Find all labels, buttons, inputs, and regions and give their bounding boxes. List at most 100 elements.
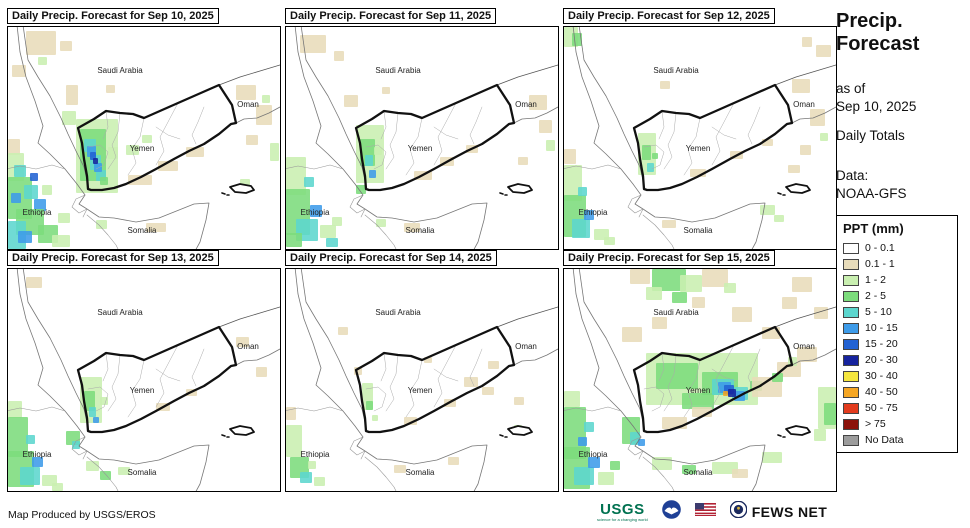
country-label-saudi_arabia: Saudi Arabia bbox=[375, 66, 421, 75]
forecast-panel: Daily Precip. Forecast for Sep 13, 2025 S… bbox=[7, 248, 285, 492]
forecast-panel: Daily Precip. Forecast for Sep 14, 2025 S… bbox=[285, 248, 563, 492]
us-flag-icon bbox=[694, 502, 716, 521]
legend-swatch bbox=[843, 418, 859, 430]
forecast-panel: Daily Precip. Forecast for Sep 11, 2025 S… bbox=[285, 6, 563, 250]
panels-grid: Daily Precip. Forecast for Sep 10, 2025 S… bbox=[7, 6, 841, 492]
country-label-ethiopia: Ethiopia bbox=[23, 208, 52, 217]
country-label-yemen: Yemen bbox=[686, 386, 711, 395]
map-frame: Saudi Arabia Oman Yemen Ethiopia Somalia bbox=[563, 268, 837, 492]
legend-label: 5 - 10 bbox=[865, 306, 892, 319]
legend-items: 0 - 0.1 0.1 - 1 1 - 2 2 - 5 5 - 10 10 - 15 15 … bbox=[843, 240, 951, 448]
country-label-somalia: Somalia bbox=[684, 226, 713, 235]
panel-title: Daily Precip. Forecast for Sep 14, 2025 bbox=[285, 250, 497, 266]
country-label-yemen: Yemen bbox=[408, 386, 433, 395]
legend-swatch bbox=[843, 434, 859, 446]
data-source-value: NOAA-GFS bbox=[836, 185, 907, 201]
footer-logos: USGS science for a changing world bbox=[597, 500, 828, 524]
fewsnet-logo: FEWS NET bbox=[729, 500, 828, 523]
country-label-ethiopia: Ethiopia bbox=[579, 450, 608, 459]
country-label-ethiopia: Ethiopia bbox=[579, 208, 608, 217]
country-label-oman: Oman bbox=[793, 342, 815, 351]
forecast-panel: Daily Precip. Forecast for Sep 15, 2025 S… bbox=[563, 248, 841, 492]
data-source-block: Data: NOAA-GFS bbox=[836, 167, 966, 202]
country-label-saudi_arabia: Saudi Arabia bbox=[97, 66, 143, 75]
fewsnet-logo-text: FEWS NET bbox=[751, 504, 828, 520]
legend-label: 30 - 40 bbox=[865, 370, 898, 383]
country-label-saudi_arabia: Saudi Arabia bbox=[97, 308, 143, 317]
legend-title: PPT (mm) bbox=[843, 221, 904, 237]
sidebar: Precip. Forecast as of Sep 10, 2025 Dail… bbox=[836, 10, 966, 454]
legend: PPT (mm) 0 - 0.1 0.1 - 1 1 - 2 2 - 5 5 - 10 1… bbox=[836, 215, 958, 454]
legend-row: 1 - 2 bbox=[843, 272, 951, 288]
country-label-ethiopia: Ethiopia bbox=[301, 450, 330, 459]
country-label-ethiopia: Ethiopia bbox=[301, 208, 330, 217]
legend-label: 0 - 0.1 bbox=[865, 242, 895, 255]
country-label-oman: Oman bbox=[237, 342, 259, 351]
country-label-ethiopia: Ethiopia bbox=[23, 450, 52, 459]
legend-row: 0.1 - 1 bbox=[843, 256, 951, 272]
map-frame: Saudi Arabia Oman Yemen Ethiopia Somalia bbox=[563, 26, 837, 250]
as-of-label: as of bbox=[836, 81, 866, 96]
data-source-label: Data: bbox=[836, 168, 869, 184]
legend-label: 1 - 2 bbox=[865, 274, 887, 287]
legend-swatch bbox=[843, 354, 859, 366]
forecast-panel: Daily Precip. Forecast for Sep 12, 2025 S… bbox=[563, 6, 841, 250]
map-frame: Saudi Arabia Oman Yemen Ethiopia Somalia bbox=[7, 268, 281, 492]
legend-row: 20 - 30 bbox=[843, 352, 951, 368]
map-frame: Saudi Arabia Oman Yemen Ethiopia Somalia bbox=[7, 26, 281, 250]
forecast-map: Saudi Arabia Oman Yemen Ethiopia Somalia bbox=[286, 269, 558, 491]
country-label-somalia: Somalia bbox=[128, 226, 157, 235]
legend-swatch bbox=[843, 386, 859, 398]
forecast-panel: Daily Precip. Forecast for Sep 10, 2025 S… bbox=[7, 6, 285, 250]
map-frame: Saudi Arabia Oman Yemen Ethiopia Somalia bbox=[285, 268, 559, 492]
legend-row: 40 - 50 bbox=[843, 384, 951, 400]
map-credit: Map Produced by USGS/EROS bbox=[8, 509, 156, 521]
legend-row: 30 - 40 bbox=[843, 368, 951, 384]
legend-row: 0 - 0.1 bbox=[843, 240, 951, 256]
legend-row: No Data bbox=[843, 432, 951, 448]
forecast-map: Saudi Arabia Oman Yemen Ethiopia Somalia bbox=[564, 27, 836, 249]
legend-swatch bbox=[843, 274, 859, 286]
country-label-yemen: Yemen bbox=[130, 144, 155, 153]
legend-label: 20 - 30 bbox=[865, 354, 898, 367]
legend-row: 15 - 20 bbox=[843, 336, 951, 352]
country-label-yemen: Yemen bbox=[686, 144, 711, 153]
legend-swatch bbox=[843, 290, 859, 302]
country-label-saudi_arabia: Saudi Arabia bbox=[375, 308, 421, 317]
usgs-logo-tagline: science for a changing world bbox=[597, 517, 648, 522]
panel-title: Daily Precip. Forecast for Sep 13, 2025 bbox=[7, 250, 219, 266]
panel-title: Daily Precip. Forecast for Sep 11, 2025 bbox=[285, 8, 497, 24]
as-of-block: as of Sep 10, 2025 bbox=[836, 80, 966, 115]
legend-row: 10 - 15 bbox=[843, 320, 951, 336]
forecast-map: Saudi Arabia Oman Yemen Ethiopia Somalia bbox=[8, 27, 280, 249]
legend-swatch bbox=[843, 338, 859, 350]
legend-row: 5 - 10 bbox=[843, 304, 951, 320]
legend-label: 40 - 50 bbox=[865, 386, 898, 399]
country-label-somalia: Somalia bbox=[406, 468, 435, 477]
legend-label: 15 - 20 bbox=[865, 338, 898, 351]
legend-row: 2 - 5 bbox=[843, 288, 951, 304]
panel-title: Daily Precip. Forecast for Sep 15, 2025 bbox=[563, 250, 775, 266]
forecast-map: Saudi Arabia Oman Yemen Ethiopia Somalia bbox=[286, 27, 558, 249]
forecast-map: Saudi Arabia Oman Yemen Ethiopia Somalia bbox=[8, 269, 280, 491]
legend-label: 50 - 75 bbox=[865, 402, 898, 415]
daily-totals-label: Daily Totals bbox=[836, 128, 905, 144]
noaa-logo-icon bbox=[661, 500, 681, 524]
country-label-somalia: Somalia bbox=[684, 468, 713, 477]
country-label-oman: Oman bbox=[515, 100, 537, 109]
country-label-oman: Oman bbox=[237, 100, 259, 109]
legend-swatch bbox=[843, 370, 859, 382]
legend-swatch bbox=[843, 402, 859, 414]
usgs-logo-text: USGS bbox=[600, 501, 645, 518]
legend-row: > 75 bbox=[843, 416, 951, 432]
forecast-map: Saudi Arabia Oman Yemen Ethiopia Somalia bbox=[564, 269, 836, 491]
product-title: Precip. Forecast bbox=[836, 10, 966, 56]
country-label-yemen: Yemen bbox=[130, 386, 155, 395]
country-label-yemen: Yemen bbox=[408, 144, 433, 153]
legend-swatch bbox=[843, 258, 859, 270]
country-label-somalia: Somalia bbox=[406, 226, 435, 235]
legend-label: No Data bbox=[865, 434, 904, 447]
legend-label: 10 - 15 bbox=[865, 322, 898, 335]
country-label-oman: Oman bbox=[793, 100, 815, 109]
